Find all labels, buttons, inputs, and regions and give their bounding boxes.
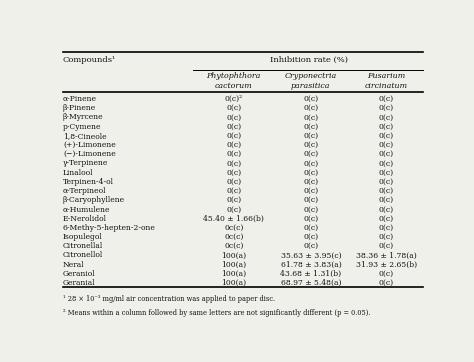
- Text: 0(c): 0(c): [379, 242, 394, 250]
- Text: 0(c): 0(c): [379, 270, 394, 278]
- Text: 100(a): 100(a): [221, 251, 246, 260]
- Text: ¹ 28 × 10⁻³ mg/ml air concentration was applied to paper disc.: ¹ 28 × 10⁻³ mg/ml air concentration was …: [63, 295, 275, 303]
- Text: 0(c): 0(c): [226, 178, 241, 186]
- Text: γ-Terpinene: γ-Terpinene: [63, 159, 108, 167]
- Text: 0(c): 0(c): [303, 233, 319, 241]
- Text: 0(c): 0(c): [226, 104, 241, 112]
- Text: 31.93 ± 2.65(b): 31.93 ± 2.65(b): [356, 261, 417, 269]
- Text: 0(c): 0(c): [226, 123, 241, 131]
- Text: 35.63 ± 3.95(c): 35.63 ± 3.95(c): [281, 251, 341, 260]
- Text: 0(c): 0(c): [379, 141, 394, 149]
- Text: 0(c): 0(c): [379, 279, 394, 287]
- Text: E-Nerolidol: E-Nerolidol: [63, 215, 107, 223]
- Text: β-Myrcene: β-Myrcene: [63, 113, 103, 121]
- Text: 100(a): 100(a): [221, 279, 246, 287]
- Text: 0(c): 0(c): [379, 205, 394, 213]
- Text: 0(c): 0(c): [303, 196, 319, 204]
- Text: (−)-Limonene: (−)-Limonene: [63, 150, 116, 158]
- Text: Compounds¹: Compounds¹: [63, 56, 116, 64]
- Text: 0(c): 0(c): [303, 150, 319, 158]
- Text: p-Cymene: p-Cymene: [63, 123, 101, 131]
- Text: 0(c): 0(c): [303, 104, 319, 112]
- Text: 0c(c): 0c(c): [224, 224, 244, 232]
- Text: 0(c): 0(c): [226, 196, 241, 204]
- Text: Cryponectria
parasitica: Cryponectria parasitica: [285, 72, 337, 90]
- Text: 100(a): 100(a): [221, 261, 246, 269]
- Text: 0(c): 0(c): [226, 132, 241, 140]
- Text: 0c(c): 0c(c): [224, 242, 244, 250]
- Text: β-Pinene: β-Pinene: [63, 104, 96, 112]
- Text: 0(c): 0(c): [303, 95, 319, 103]
- Text: 0(c): 0(c): [379, 196, 394, 204]
- Text: 0(c): 0(c): [379, 169, 394, 177]
- Text: 0(c): 0(c): [379, 150, 394, 158]
- Text: Terpinen-4-ol: Terpinen-4-ol: [63, 178, 114, 186]
- Text: 0(c): 0(c): [303, 215, 319, 223]
- Text: 61.78 ± 3.83(a): 61.78 ± 3.83(a): [281, 261, 341, 269]
- Text: 0(c): 0(c): [379, 187, 394, 195]
- Text: 0(c): 0(c): [303, 113, 319, 121]
- Text: Inhibition rate (%): Inhibition rate (%): [270, 56, 348, 64]
- Text: 0(c): 0(c): [226, 141, 241, 149]
- Text: Fusarium
circinatum: Fusarium circinatum: [365, 72, 408, 90]
- Text: 0(c): 0(c): [379, 159, 394, 167]
- Text: 0(c): 0(c): [303, 169, 319, 177]
- Text: 0(c): 0(c): [379, 123, 394, 131]
- Text: 0(c)²: 0(c)²: [225, 95, 243, 103]
- Text: 100(a): 100(a): [221, 270, 246, 278]
- Text: 0(c): 0(c): [303, 187, 319, 195]
- Text: Linalool: Linalool: [63, 169, 93, 177]
- Text: Phytophthora
cactorum: Phytophthora cactorum: [207, 72, 261, 90]
- Text: 0(c): 0(c): [226, 150, 241, 158]
- Text: Geranial: Geranial: [63, 279, 96, 287]
- Text: 0(c): 0(c): [379, 233, 394, 241]
- Text: 38.36 ± 1.78(a): 38.36 ± 1.78(a): [356, 251, 417, 260]
- Text: Citronellal: Citronellal: [63, 242, 103, 250]
- Text: 0c(c): 0c(c): [224, 233, 244, 241]
- Text: 0(c): 0(c): [226, 113, 241, 121]
- Text: 0(c): 0(c): [379, 104, 394, 112]
- Text: (+)-Limonene: (+)-Limonene: [63, 141, 116, 149]
- Text: Isopulegol: Isopulegol: [63, 233, 103, 241]
- Text: 0(c): 0(c): [379, 224, 394, 232]
- Text: Geraniol: Geraniol: [63, 270, 96, 278]
- Text: 0(c): 0(c): [226, 187, 241, 195]
- Text: 0(c): 0(c): [303, 205, 319, 213]
- Text: 0(c): 0(c): [379, 113, 394, 121]
- Text: 43.68 ± 1.31(b): 43.68 ± 1.31(b): [280, 270, 341, 278]
- Text: 0(c): 0(c): [303, 178, 319, 186]
- Text: 0(c): 0(c): [379, 95, 394, 103]
- Text: 0(c): 0(c): [226, 205, 241, 213]
- Text: 68.97 ± 5.48(a): 68.97 ± 5.48(a): [281, 279, 341, 287]
- Text: 0(c): 0(c): [303, 242, 319, 250]
- Text: β-Caryophyllene: β-Caryophyllene: [63, 196, 125, 204]
- Text: α-Terpineol: α-Terpineol: [63, 187, 107, 195]
- Text: 0(c): 0(c): [303, 159, 319, 167]
- Text: 0(c): 0(c): [226, 169, 241, 177]
- Text: Citronellol: Citronellol: [63, 251, 103, 260]
- Text: 0(c): 0(c): [303, 123, 319, 131]
- Text: 0(c): 0(c): [379, 132, 394, 140]
- Text: 0(c): 0(c): [379, 178, 394, 186]
- Text: 0(c): 0(c): [226, 159, 241, 167]
- Text: α-Humulene: α-Humulene: [63, 205, 110, 213]
- Text: 0(c): 0(c): [303, 132, 319, 140]
- Text: 1,8-Cineole: 1,8-Cineole: [63, 132, 107, 140]
- Text: 0(c): 0(c): [303, 141, 319, 149]
- Text: 6-Methy-5-hepten-2-one: 6-Methy-5-hepten-2-one: [63, 224, 156, 232]
- Text: 0(c): 0(c): [379, 215, 394, 223]
- Text: 0(c): 0(c): [303, 224, 319, 232]
- Text: α-Pinene: α-Pinene: [63, 95, 97, 103]
- Text: 45.40 ± 1.66(b): 45.40 ± 1.66(b): [203, 215, 264, 223]
- Text: ² Means within a column followed by same letters are not significantly different: ² Means within a column followed by same…: [63, 308, 370, 316]
- Text: Neral: Neral: [63, 261, 84, 269]
